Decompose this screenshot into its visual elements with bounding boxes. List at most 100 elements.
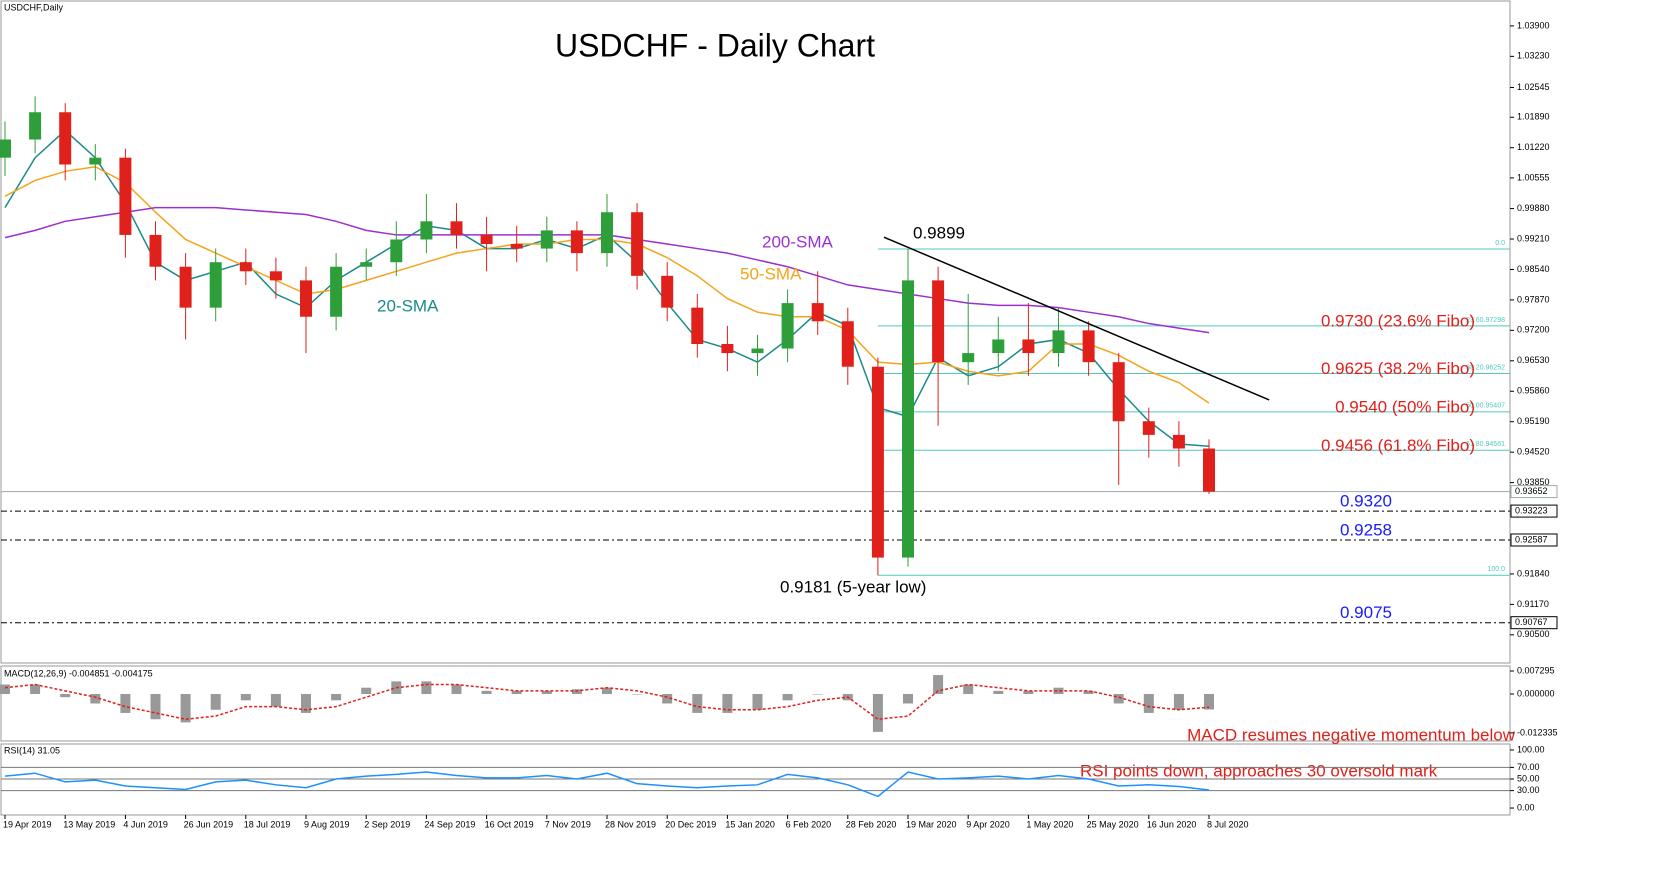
candle-body [570,230,583,254]
macd-bar [872,694,883,732]
candle-body [992,339,1005,354]
rsi-line [4,771,1210,798]
x-tick-label: 19 Mar 2020 [906,819,957,829]
candle-body [209,262,222,308]
macd-bar [511,690,522,695]
candle-body [59,112,72,165]
sma-label: 20-SMA [377,296,439,315]
macd-bar [301,694,311,713]
x-tick-label: 2 Sep 2019 [364,819,410,829]
y-tick-label: 0.96530 [1517,355,1550,365]
y-tick-label: 70.00 [1517,762,1540,772]
candle-body [269,271,282,281]
candle-body [540,230,553,249]
candle-body [89,157,102,165]
fibo-note: 0.9456 (61.8% Fibo) [1321,436,1475,455]
x-tick-label: 8 Jul 2020 [1207,819,1249,829]
level-box [1510,533,1558,547]
macd-bar [812,694,823,695]
x-tick-label: 4 Jun 2019 [123,819,168,829]
level-note: 0.9075 [1340,603,1392,622]
x-tick-label: 28 Feb 2020 [846,819,897,829]
candle-body [932,280,945,363]
x-tick-label: 24 Sep 2019 [424,819,475,829]
macd-bar [451,684,462,695]
candle-body [179,266,192,308]
candle-body [962,353,975,363]
macd-bar [210,694,221,710]
macd-panel [0,665,1511,742]
macd-bar [722,694,733,713]
fibo-label: 38.20.96252 [1466,364,1505,371]
y-tick-label: 1.03900 [1517,20,1550,30]
signal-line [4,683,1210,721]
candle-body [420,221,433,240]
candle-body [390,239,403,263]
candle-body [871,366,884,558]
macd-bar [1173,694,1184,710]
y-tick-label: 0.97200 [1517,325,1550,335]
rsi-title: RSI(14) 31.05 [4,745,60,755]
fibo-label: 61.80.94561 [1466,441,1505,448]
candle-body [1172,434,1185,449]
sma-label: 200-SMA [762,232,834,251]
candle-body [29,112,42,140]
y-tick-label: 0.95860 [1517,386,1550,396]
candle-body [0,139,11,158]
y-tick-label: 0.007295 [1517,665,1555,675]
macd-bar [662,694,673,704]
level-box [1510,616,1558,630]
macd-bar [602,687,612,695]
level-note: 0.9320 [1340,492,1392,511]
y-tick-label: 0.98540 [1517,264,1550,274]
candle-body [721,343,734,354]
macd-bar [782,694,793,701]
candle-body [330,266,343,317]
macd-bar [361,687,372,695]
candle-body [841,321,854,367]
y-tick-label: 0.97870 [1517,294,1550,304]
rsi-note: RSI points down, approaches 30 oversold … [1080,761,1438,780]
level-label: 0.93223 [1515,505,1548,515]
candle-body [239,262,252,272]
y-tick-label: 0.95190 [1517,416,1550,426]
macd-bar [903,694,913,704]
candle-body [751,348,764,354]
macd-bar [541,690,552,695]
y-tick-label: -0.012335 [1517,727,1558,737]
macd-bar [1053,687,1064,695]
x-tick-label: 16 Jun 2020 [1147,819,1197,829]
y-tick-label: 0.91840 [1517,568,1550,578]
macd-bar [180,694,191,723]
macd-bar [120,694,131,713]
x-tick-label: 13 May 2019 [63,819,115,829]
macd-bar [1143,694,1154,713]
macd-bar [150,694,161,720]
candle-body [631,212,644,276]
fibo-label: 50.00.95407 [1466,403,1505,410]
y-tick-label: 0.00 [1517,802,1535,812]
candle-body [1052,330,1065,354]
y-tick-label: 0.90500 [1517,629,1550,639]
y-tick-label: 1.00555 [1517,172,1550,182]
sma-label: 50-SMA [740,264,802,283]
macd-bar [1204,694,1214,710]
candle-body [480,234,493,245]
y-tick-label: 0.94520 [1517,447,1550,457]
y-tick-label: 30.00 [1517,785,1540,795]
y-tick-label: 0.000000 [1517,688,1555,698]
macd-bar [632,694,643,695]
macd-bar [90,694,101,704]
y-tick-label: 50.00 [1517,773,1540,783]
fibo-note: 0.9625 (38.2% Fibo) [1321,359,1475,378]
y-tick-label: 0.93850 [1517,477,1550,487]
macd-bar [0,684,10,695]
level-label: 0.92587 [1515,534,1548,544]
chart-title: USDCHF - Daily Chart [555,27,875,63]
candle-body [450,221,463,235]
macd-bar [60,694,71,698]
candle-body [691,307,704,344]
x-tick-label: 28 Nov 2019 [605,819,656,829]
y-tick-label: 1.01890 [1517,112,1550,122]
macd-bar [30,684,41,695]
